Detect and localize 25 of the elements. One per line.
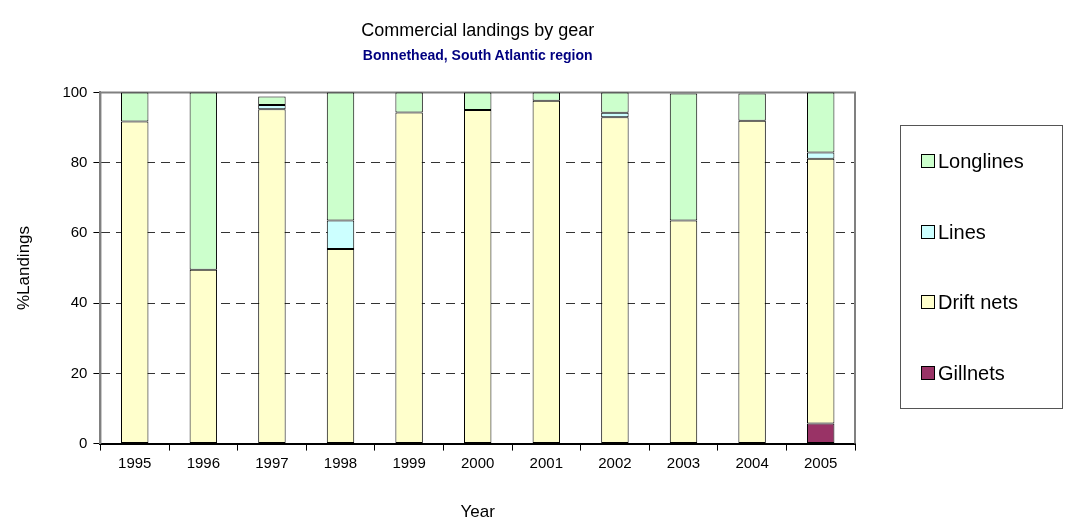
y-tick-label: 100: [62, 82, 88, 100]
chart-title: Commercial landings by gear: [361, 19, 595, 40]
legend-label: Lines: [938, 219, 986, 244]
x-tick-label: 2003: [666, 453, 701, 471]
x-tick-label: 1997: [255, 453, 289, 471]
x-axis-title: Year: [460, 502, 496, 522]
x-tick-label: 1999: [392, 453, 426, 471]
y-tick-label: 80: [70, 152, 88, 170]
x-tick-label: 2000: [461, 453, 495, 471]
y-tick-label: 60: [70, 223, 88, 241]
x-tick-label: 2001: [529, 453, 563, 471]
y-axis-title: %Landings: [13, 225, 33, 311]
y-tick-label: 0: [79, 433, 88, 451]
x-tick-label: 2005: [804, 453, 838, 471]
x-tick-label: 2002: [598, 453, 632, 471]
legend-label: Longlines: [938, 149, 1024, 174]
x-tick-label: 1996: [186, 453, 221, 471]
y-tick-label: 20: [70, 363, 88, 381]
legend-label: Drift nets: [938, 290, 1019, 315]
x-tick-label: 1995: [118, 453, 152, 471]
x-tick-label: 1998: [323, 453, 358, 471]
chart-subtitle: Bonnethead, South Atlantic region: [362, 46, 593, 63]
x-tick-label: 2004: [735, 453, 769, 471]
y-tick-label: 40: [70, 293, 88, 311]
legend-label: Gillnets: [938, 360, 1005, 385]
